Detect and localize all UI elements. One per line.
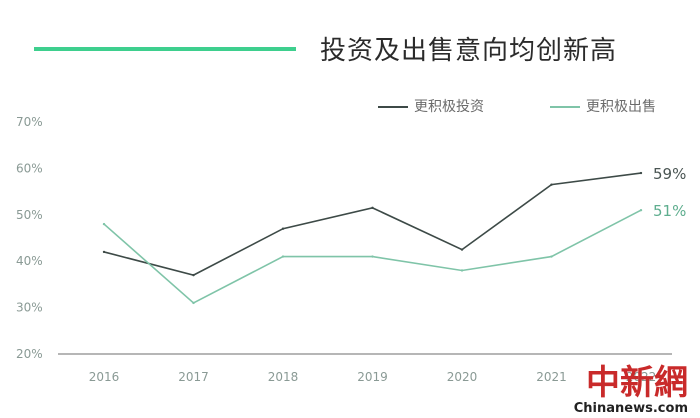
watermark-cn: 中新網	[586, 363, 688, 403]
legend-item-invest: 更积极投资	[378, 96, 484, 116]
data-point	[550, 255, 553, 258]
data-point	[102, 222, 106, 226]
watermark: 中新網 Chinanews.com	[574, 365, 688, 416]
data-point	[639, 208, 643, 212]
data-point	[102, 250, 106, 254]
data-point	[281, 255, 285, 258]
data-point	[460, 248, 464, 251]
data-point	[460, 269, 464, 272]
data-point	[192, 273, 195, 277]
title-accent-line	[34, 47, 296, 51]
y-tick-label: 30%	[16, 301, 43, 315]
data-point	[371, 255, 374, 258]
end-label-0: 59%	[653, 165, 686, 183]
data-point	[281, 227, 285, 230]
legend-swatch-invest	[378, 106, 408, 108]
x-tick-label: 2020	[447, 370, 478, 384]
series-line-0	[103, 172, 642, 276]
y-tick-label: 40%	[16, 254, 43, 268]
data-point	[550, 183, 553, 186]
data-point	[192, 301, 195, 305]
x-tick-label: 2016	[89, 370, 120, 384]
x-tick-label: 2018	[268, 370, 299, 384]
x-tick-label: 2022	[626, 370, 657, 384]
x-tick-label: 2017	[178, 370, 209, 384]
data-point	[639, 171, 643, 175]
y-tick-label: 60%	[16, 161, 43, 175]
y-tick-label: 70%	[16, 115, 43, 129]
data-point	[371, 206, 374, 210]
y-tick-label: 20%	[16, 347, 43, 361]
legend-item-sell: 更积极出售	[550, 96, 656, 116]
end-label-1: 51%	[653, 202, 686, 220]
legend-swatch-sell	[550, 106, 580, 108]
x-tick-label: 2019	[357, 370, 388, 384]
legend-label-invest: 更积极投资	[414, 99, 484, 115]
watermark-en: Chinanews.com	[573, 401, 688, 416]
y-tick-label: 50%	[16, 208, 43, 222]
chart-title: 投资及出售意向均创新高	[320, 36, 618, 66]
legend-label-sell: 更积极出售	[586, 99, 656, 115]
x-tick-label: 2021	[536, 370, 567, 384]
